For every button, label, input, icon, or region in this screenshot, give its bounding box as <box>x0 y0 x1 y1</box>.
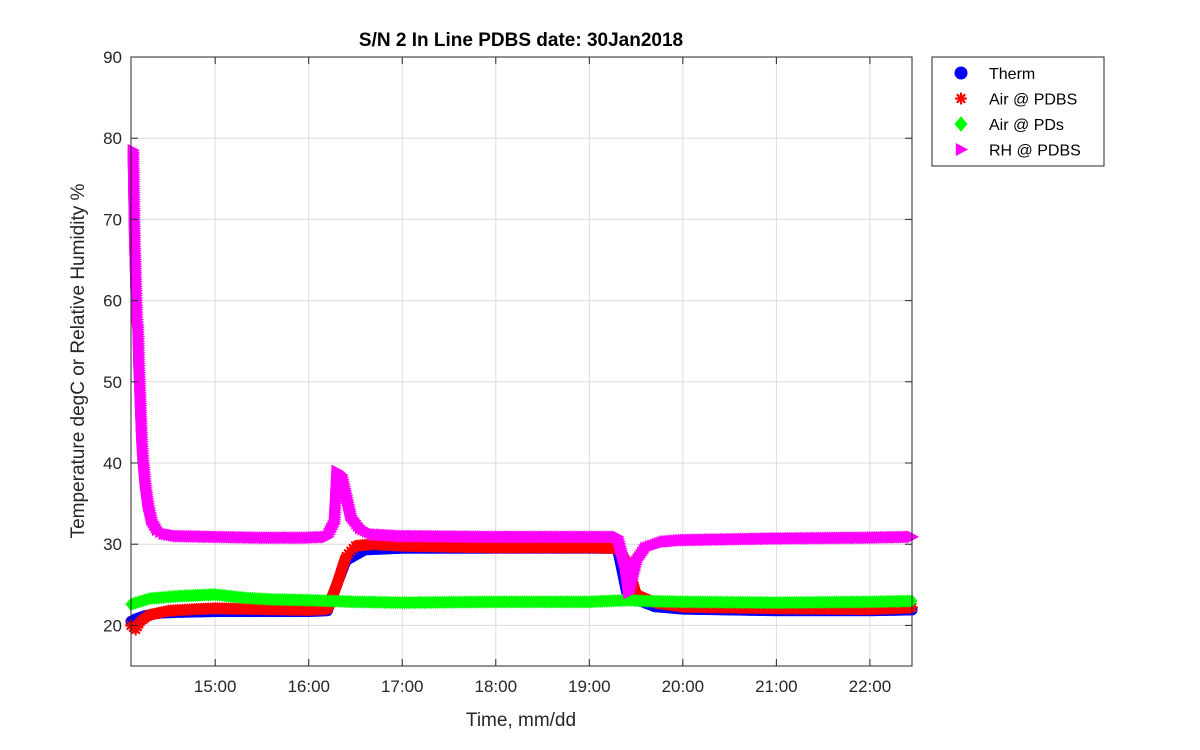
legend-entry: Air @ PDs <box>954 116 1064 134</box>
x-tick-label: 22:00 <box>849 677 892 696</box>
legend-marker <box>955 143 969 156</box>
legend-label: Air @ PDBS <box>989 92 1077 109</box>
legend-label: Air @ PDs <box>989 117 1064 134</box>
series-layer <box>124 143 920 636</box>
x-tick-label: 21:00 <box>755 677 798 696</box>
x-tick-label: 17:00 <box>381 677 424 696</box>
chart-title: S/N 2 In Line PDBS date: 30Jan2018 <box>359 30 683 51</box>
y-tick-label: 80 <box>103 129 122 148</box>
x-tick-label: 16:00 <box>287 677 330 696</box>
y-tick-label: 60 <box>103 292 122 311</box>
legend-marker <box>954 92 968 105</box>
x-tick-label: 15:00 <box>194 677 237 696</box>
plot-area <box>131 57 912 666</box>
legend-marker <box>954 66 968 80</box>
legend-entry: RH @ PDBS <box>955 143 1081 160</box>
y-tick-label: 50 <box>103 373 122 392</box>
y-tick-label: 30 <box>103 535 122 554</box>
ticks <box>131 56 912 666</box>
legend: Therm Air @ PDBS Air @ PDs RH @ PDBS <box>931 56 1105 167</box>
legend-label: RH @ PDBS <box>989 143 1081 160</box>
x-tick-label: 20:00 <box>662 677 705 696</box>
legend-entries: Therm Air @ PDBS Air @ PDs RH @ PDBS <box>954 66 1081 160</box>
y-tick-label: 90 <box>103 48 122 67</box>
data-point <box>906 530 920 544</box>
x-tick-label: 18:00 <box>475 677 518 696</box>
legend-entry: Air @ PDBS <box>954 92 1077 109</box>
tick-labels: 15:00 16:00 17:00 18:00 19:00 20:00 21:00 22:00… <box>103 48 891 696</box>
series-air-pds <box>125 587 918 611</box>
y-tick-label: 20 <box>103 616 122 635</box>
x-axis-label: Time, mm/dd <box>466 710 576 731</box>
x-tick-label: 19:00 <box>568 677 611 696</box>
y-axis-label: Temperature degC or Relative Humidity % <box>68 183 89 538</box>
legend-entry: Therm <box>954 66 1035 83</box>
plot-frame <box>130 56 913 667</box>
legend-marker <box>954 116 968 132</box>
y-tick-label: 40 <box>103 454 122 473</box>
y-tick-label: 70 <box>103 210 122 229</box>
legend-label: Therm <box>989 66 1035 83</box>
